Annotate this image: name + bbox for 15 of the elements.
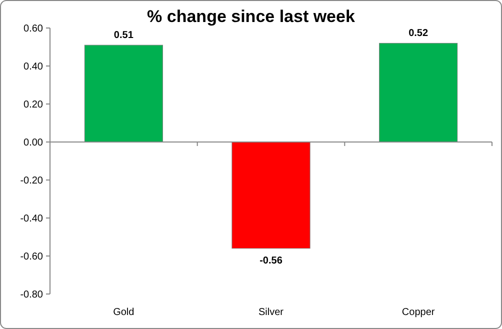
data-label: 0.52 (408, 28, 428, 40)
y-tick-label: 0.60 (24, 24, 44, 34)
y-tick-label: 0.20 (24, 100, 44, 110)
y-tick-label: 0.00 (24, 138, 44, 148)
y-tick-label: -0.20 (20, 176, 44, 186)
chart-title: % change since last week (147, 7, 356, 26)
y-tick-label: -0.80 (20, 290, 44, 300)
data-label: 0.51 (114, 30, 134, 42)
data-label: -0.56 (260, 255, 283, 266)
x-tick-label: Copper (402, 307, 436, 318)
x-tick-label: Silver (258, 307, 284, 318)
y-tick-label: -0.40 (20, 214, 44, 224)
y-tick-label: 0.40 (24, 62, 44, 72)
x-tick-label: Gold (113, 307, 134, 318)
y-tick-label: -0.60 (20, 252, 44, 262)
